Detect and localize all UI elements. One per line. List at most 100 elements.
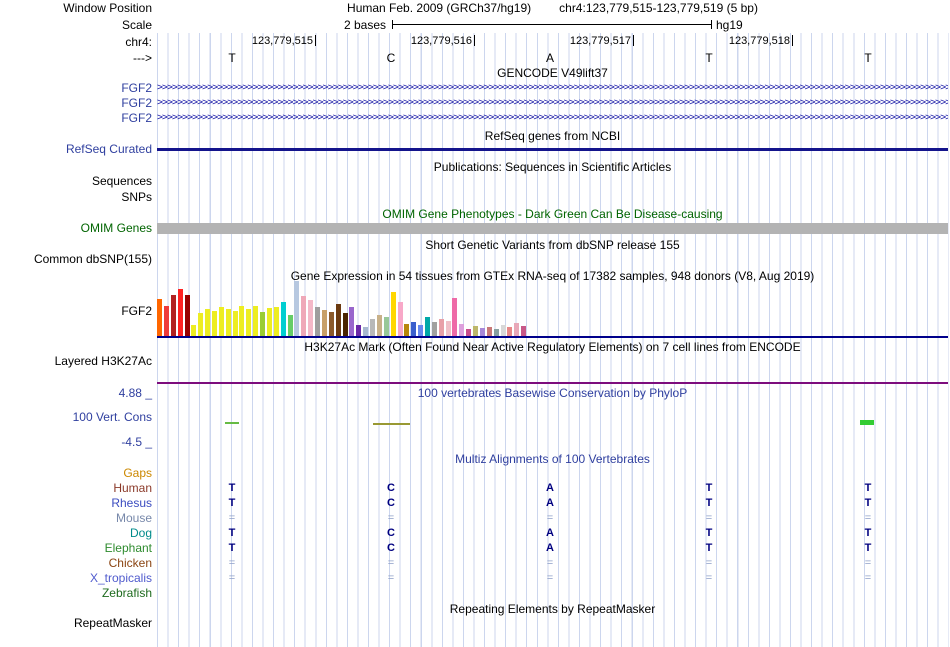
conservation-tick	[860, 420, 874, 425]
gtex-tissue-bar[interactable]	[239, 306, 245, 336]
gene-label-fgf2[interactable]: FGF2	[121, 96, 152, 110]
gtex-tissue-bar[interactable]	[205, 309, 211, 336]
layered-h3k27ac-label[interactable]: Layered H3K27Ac	[54, 354, 152, 368]
multiz-species-label[interactable]: Dog	[129, 526, 152, 540]
gtex-tissue-bar[interactable]	[404, 324, 410, 336]
gtex-tissue-bar[interactable]	[212, 311, 217, 336]
gtex-tissue-bar[interactable]	[349, 307, 355, 336]
reference-base: T	[228, 51, 236, 65]
multiz-species-label[interactable]: Elephant	[104, 541, 152, 555]
omim-genes-label[interactable]: OMIM Genes	[80, 221, 152, 235]
gtex-tissue-bar[interactable]	[507, 327, 513, 336]
gtex-tissue-bar[interactable]	[232, 311, 238, 336]
gtex-tissue-bar[interactable]	[308, 300, 314, 336]
gtex-tissue-bar[interactable]	[370, 319, 375, 336]
gtex-bars[interactable]	[157, 281, 948, 336]
gtex-tissue-bar[interactable]	[363, 327, 369, 336]
gtex-tissue-bar[interactable]	[452, 298, 458, 336]
gtex-tissue-bar[interactable]	[411, 322, 417, 336]
position-title: Human Feb. 2009 (GRCh37/hg19) chr4:123,77…	[157, 1, 948, 15]
alignment-base-cell: =	[228, 572, 236, 584]
gtex-tissue-bar[interactable]	[191, 325, 197, 336]
gtex-tissue-bar[interactable]	[397, 302, 403, 336]
refseq-curated-track-line[interactable]	[157, 148, 948, 151]
gene-transcript-row[interactable]: >>>>>>>>>>>>>>>>>>>>>>>>>>>>>>>>>>>>>>>>…	[157, 82, 948, 93]
gene-transcript-row[interactable]: >>>>>>>>>>>>>>>>>>>>>>>>>>>>>>>>>>>>>>>>…	[157, 112, 948, 123]
gtex-tissue-bar[interactable]	[163, 306, 169, 336]
gene-transcript-row[interactable]: >>>>>>>>>>>>>>>>>>>>>>>>>>>>>>>>>>>>>>>>…	[157, 97, 948, 108]
window-position-label: Window Position	[63, 1, 152, 15]
scale-label: Scale	[121, 18, 152, 32]
common-dbsnp-label[interactable]: Common dbSNP(155)	[33, 252, 152, 266]
alignment-base-cell: C	[387, 542, 395, 554]
gtex-gene-label[interactable]: FGF2	[121, 304, 152, 318]
gtex-tissue-bar[interactable]	[383, 317, 389, 336]
multiz-species-label[interactable]: Rhesus	[111, 496, 152, 510]
gtex-tissue-bar[interactable]	[218, 307, 224, 336]
snps-label[interactable]: SNPs	[121, 190, 152, 204]
multiz-species-label[interactable]: Human	[113, 481, 152, 495]
repeatmasker-label[interactable]: RepeatMasker	[73, 616, 152, 630]
gtex-tissue-bar[interactable]	[466, 329, 472, 336]
gtex-tissue-bar[interactable]	[301, 296, 307, 336]
multiz-species-label[interactable]: Gaps	[123, 466, 152, 480]
gtex-tissue-bar[interactable]	[260, 312, 265, 336]
alignment-base-cell: T	[705, 542, 713, 554]
gene-label-fgf2[interactable]: FGF2	[121, 81, 152, 95]
gtex-tissue-bar[interactable]	[266, 308, 272, 336]
gtex-tissue-bar[interactable]	[184, 295, 190, 336]
alignment-base-cell: T	[705, 497, 713, 509]
conservation-track[interactable]	[157, 400, 948, 448]
gtex-tissue-bar[interactable]	[177, 289, 183, 336]
gtex-tissue-bar[interactable]	[431, 322, 437, 336]
gtex-tissue-bar[interactable]	[315, 307, 320, 336]
vert-cons-label[interactable]: 100 Vert. Cons	[72, 410, 152, 424]
gtex-tissue-bar[interactable]	[486, 327, 492, 336]
conservation-tick	[373, 423, 410, 425]
multiz-species-label[interactable]: Zebrafish	[101, 586, 152, 600]
multiz-species-label[interactable]: Mouse	[115, 511, 152, 525]
alignment-base-cell: A	[546, 542, 554, 554]
gtex-tissue-bar[interactable]	[294, 281, 300, 336]
gtex-tissue-bar[interactable]	[445, 321, 451, 336]
gtex-tissue-bar[interactable]	[328, 312, 334, 336]
gtex-tissue-bar[interactable]	[438, 319, 444, 336]
gtex-tissue-bar[interactable]	[473, 326, 478, 336]
gtex-tissue-bar[interactable]	[253, 306, 259, 336]
multiz-species-label[interactable]: X_tropicalis	[89, 571, 152, 585]
refseq-track-title: RefSeq genes from NCBI	[484, 129, 621, 143]
alignment-base-cell: =	[864, 512, 872, 524]
gtex-tissue-bar[interactable]	[287, 315, 293, 336]
omim-gene-bar[interactable]	[157, 223, 948, 234]
gtex-tissue-bar[interactable]	[479, 328, 485, 336]
gtex-tissue-bar[interactable]	[198, 313, 204, 336]
sequences-label[interactable]: Sequences	[91, 174, 152, 188]
gtex-tissue-bar[interactable]	[225, 309, 231, 336]
gtex-tissue-bar[interactable]	[335, 304, 341, 336]
reference-base: T	[864, 51, 872, 65]
gtex-tissue-bar[interactable]	[521, 326, 527, 336]
gtex-tissue-bar[interactable]	[170, 295, 176, 336]
gtex-tissue-bar[interactable]	[280, 302, 286, 336]
gtex-tissue-bar[interactable]	[342, 313, 348, 336]
multiz-species-label[interactable]: Chicken	[108, 556, 152, 570]
gtex-tissue-bar[interactable]	[273, 307, 279, 336]
h3k27ac-signal-line[interactable]	[157, 382, 948, 384]
gtex-tissue-bar[interactable]	[157, 299, 162, 336]
gtex-tissue-bar[interactable]	[500, 325, 506, 336]
refseq-curated-label[interactable]: RefSeq Curated	[65, 142, 152, 156]
gtex-tissue-bar[interactable]	[321, 310, 327, 336]
gtex-tissue-bar[interactable]	[390, 292, 396, 336]
gtex-tissue-bar[interactable]	[418, 325, 424, 336]
gtex-tissue-bar[interactable]	[493, 329, 499, 336]
gtex-tissue-bar[interactable]	[424, 317, 430, 336]
gtex-tissue-bar[interactable]	[459, 324, 465, 336]
gtex-tissue-bar[interactable]	[246, 309, 252, 336]
ruler-position: 123,779,518	[728, 35, 790, 47]
gtex-tissue-bar[interactable]	[514, 323, 520, 336]
gene-label-fgf2[interactable]: FGF2	[121, 111, 152, 125]
alignment-base-cell: T	[228, 542, 236, 554]
gtex-tissue-bar[interactable]	[356, 325, 362, 336]
gtex-tissue-bar[interactable]	[376, 315, 382, 336]
